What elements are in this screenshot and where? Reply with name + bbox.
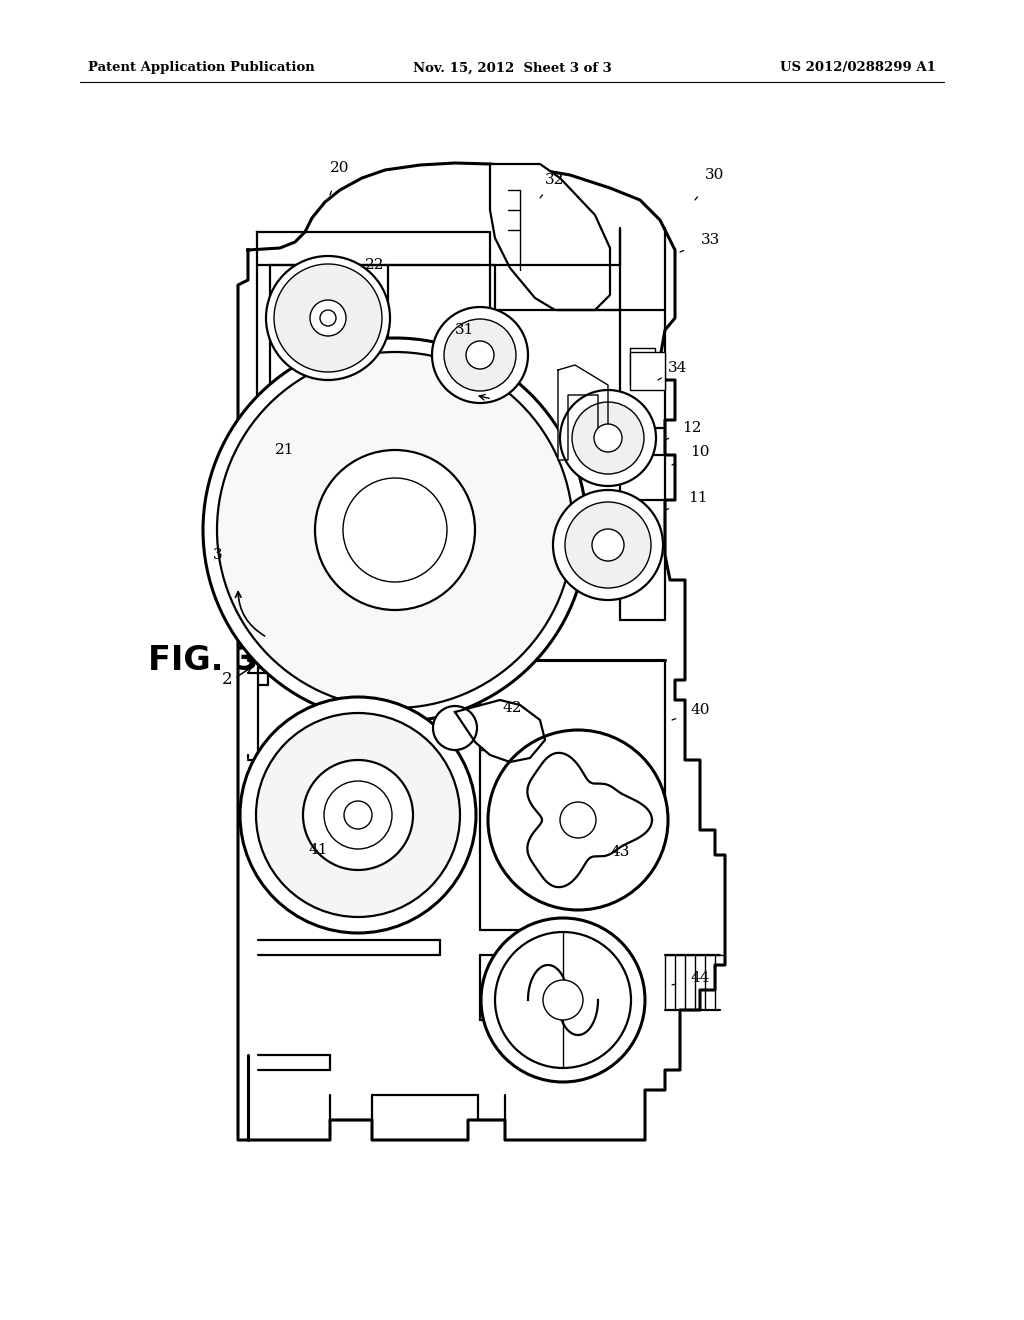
Bar — [630, 352, 665, 389]
Text: US 2012/0288299 A1: US 2012/0288299 A1 — [780, 62, 936, 74]
Circle shape — [433, 706, 477, 750]
Circle shape — [319, 310, 336, 326]
Circle shape — [240, 697, 476, 933]
Text: FIG. 3: FIG. 3 — [148, 644, 258, 676]
Circle shape — [303, 760, 413, 870]
Text: Patent Application Publication: Patent Application Publication — [88, 62, 314, 74]
Circle shape — [592, 529, 624, 561]
Text: 40: 40 — [690, 704, 710, 717]
Text: 22: 22 — [366, 257, 385, 272]
Circle shape — [565, 502, 651, 587]
Circle shape — [560, 803, 596, 838]
Circle shape — [481, 917, 645, 1082]
Text: 33: 33 — [700, 234, 720, 247]
Circle shape — [572, 403, 644, 474]
Text: 2: 2 — [222, 672, 232, 689]
Polygon shape — [527, 752, 652, 887]
Text: 20: 20 — [331, 161, 350, 176]
Text: 10: 10 — [690, 445, 710, 459]
Circle shape — [217, 352, 573, 708]
Text: 30: 30 — [706, 168, 725, 182]
Circle shape — [274, 264, 382, 372]
Circle shape — [266, 256, 390, 380]
Circle shape — [324, 781, 392, 849]
Circle shape — [560, 389, 656, 486]
Text: 43: 43 — [610, 845, 630, 859]
Circle shape — [553, 490, 663, 601]
Circle shape — [203, 338, 587, 722]
Text: 3: 3 — [213, 548, 223, 562]
Text: 32: 32 — [546, 173, 564, 187]
Circle shape — [495, 932, 631, 1068]
Polygon shape — [558, 366, 608, 459]
Circle shape — [343, 478, 447, 582]
Text: 31: 31 — [456, 323, 475, 337]
Circle shape — [488, 730, 668, 909]
Text: 11: 11 — [688, 491, 708, 506]
Circle shape — [432, 308, 528, 403]
Circle shape — [256, 713, 460, 917]
Circle shape — [543, 979, 583, 1020]
Polygon shape — [238, 162, 725, 1140]
Circle shape — [315, 450, 475, 610]
Circle shape — [466, 341, 494, 370]
Polygon shape — [257, 232, 495, 480]
Polygon shape — [455, 700, 545, 762]
Text: 42: 42 — [502, 701, 522, 715]
Circle shape — [594, 424, 622, 451]
Text: 21: 21 — [275, 444, 295, 457]
Polygon shape — [490, 164, 610, 310]
Text: 34: 34 — [669, 360, 688, 375]
Text: 44: 44 — [690, 972, 710, 985]
Circle shape — [344, 801, 372, 829]
Text: 12: 12 — [682, 421, 701, 436]
Text: 41: 41 — [308, 843, 328, 857]
Circle shape — [310, 300, 346, 337]
Text: Nov. 15, 2012  Sheet 3 of 3: Nov. 15, 2012 Sheet 3 of 3 — [413, 62, 611, 74]
Circle shape — [444, 319, 516, 391]
